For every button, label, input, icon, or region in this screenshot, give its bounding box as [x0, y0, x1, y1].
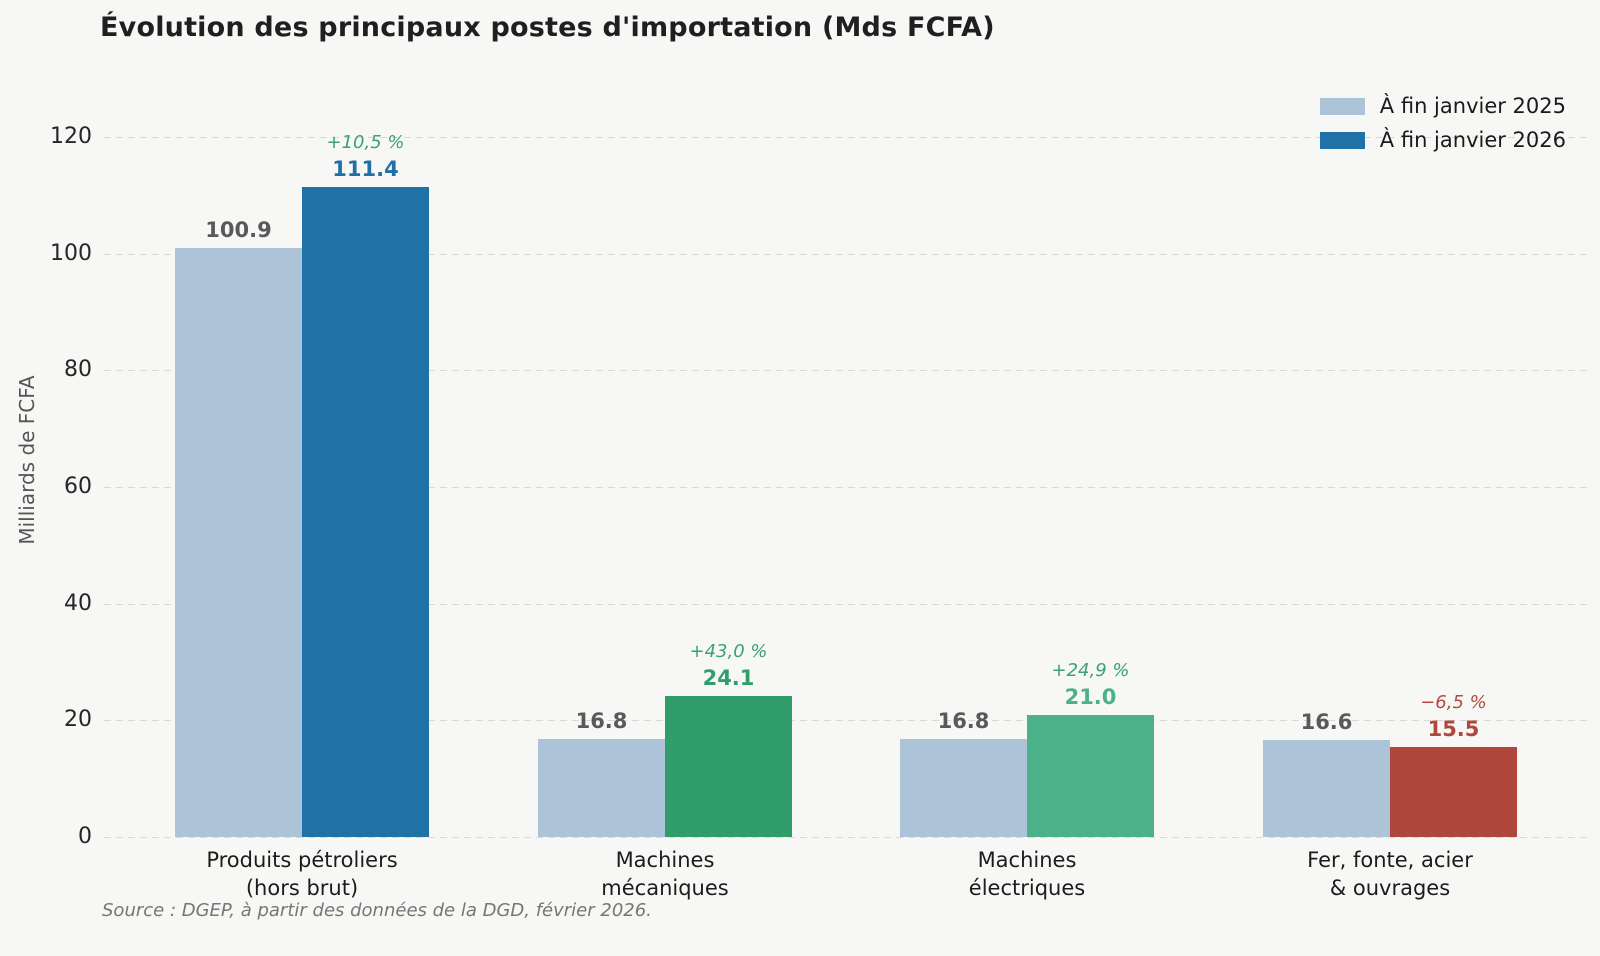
bar-2026-fer-fonte-acier: [1390, 746, 1517, 837]
gridline-120: [104, 137, 1588, 138]
value-label-2025-machines: 16.8: [937, 709, 990, 733]
gridline-60: [104, 487, 1588, 488]
legend-label: À fin janvier 2026: [1379, 128, 1566, 152]
pct-change-label-produits-petroliers: +10,5 %: [326, 132, 405, 154]
value-label-2025-machines: 16.8: [575, 709, 628, 733]
bar-2025-machines: [538, 739, 665, 837]
y-tick-20: 20: [64, 707, 92, 733]
legend-item-a-fin-janvier-2025: À fin janvier 2025: [1319, 94, 1566, 118]
gridline-0: [104, 837, 1588, 838]
y-tick-40: 40: [64, 590, 92, 616]
legend-label: À fin janvier 2025: [1379, 94, 1566, 118]
source-note: Source : DGEP, à partir des données de l…: [102, 900, 652, 921]
value-label-2026-produits-petroliers: 111.4: [332, 157, 399, 182]
bar-2026-produits-petroliers: [302, 187, 429, 837]
bar-2025-produits-petroliers: [175, 248, 302, 837]
chart-title: Évolution des principaux postes d'import…: [100, 12, 995, 43]
bar-2026-machines: [1027, 714, 1154, 837]
value-label-2026-machines: 24.1: [702, 666, 755, 691]
bar-2025-fer-fonte-acier: [1263, 740, 1390, 837]
value-label-2025-fer-fonte-acier: 16.6: [1300, 710, 1353, 735]
value-label-2026-machines: 21.0: [1064, 684, 1117, 709]
gridline-100: [104, 253, 1588, 255]
bar-2026-machines: [665, 696, 792, 837]
pct-change-label-machines: +43,0 %: [689, 641, 768, 663]
y-tick-0: 0: [78, 824, 92, 849]
legend: À fin janvier 2025 À fin janvier 2026: [1319, 94, 1566, 152]
y-tick-100: 100: [50, 240, 92, 266]
y-tick-60: 60: [64, 474, 92, 499]
x-tick-produits-petroliers: Produits pétroliers (hors brut): [206, 848, 398, 900]
y-tick-120: 120: [50, 124, 92, 149]
x-tick-machines: Machines mécaniques: [601, 848, 729, 900]
bar-2025-machines: [900, 739, 1027, 837]
gridline-80: [104, 370, 1588, 372]
gridline-40: [104, 603, 1588, 605]
value-label-2025-produits-petroliers: 100.9: [205, 218, 272, 243]
gridline-20: [104, 720, 1588, 722]
x-tick-machines: Machines électriques: [968, 848, 1086, 900]
value-label-2026-fer-fonte-acier: 15.5: [1427, 716, 1480, 741]
legend-swatch-icon: [1319, 131, 1365, 149]
x-tick-fer-fonte-acier: Fer, fonte, acier & ouvrages: [1307, 848, 1473, 900]
y-tick-80: 80: [64, 357, 92, 383]
legend-item-a-fin-janvier-2026: À fin janvier 2026: [1319, 128, 1566, 152]
pct-change-label-machines: +24,9 %: [1051, 659, 1130, 681]
pct-change-label-fer-fonte-acier: −6,5 %: [1420, 691, 1487, 713]
y-axis-label: Milliards de FCFA: [15, 375, 39, 545]
legend-swatch-icon: [1319, 97, 1365, 115]
